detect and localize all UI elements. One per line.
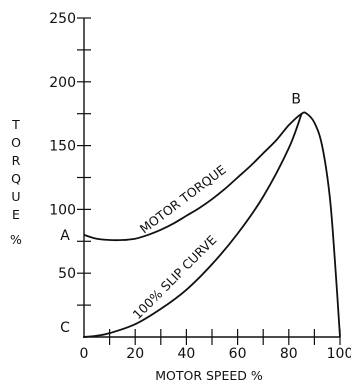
y-tick-label-150: 150 bbox=[49, 139, 76, 155]
slip-curve-label: 100% SLIP CURVE bbox=[130, 232, 220, 322]
y-axis-label-letter-6: % bbox=[10, 232, 22, 247]
y-tick-label-50: 50 bbox=[58, 266, 76, 282]
x-tick-label-100: 100 bbox=[327, 346, 351, 362]
point-label-a: A bbox=[60, 228, 70, 244]
point-label-b: B bbox=[291, 92, 301, 108]
x-tick-label-20: 20 bbox=[126, 346, 144, 362]
x-axis-label: MOTOR SPEED % bbox=[155, 368, 263, 383]
x-tick-label-0: 0 bbox=[80, 346, 89, 362]
y-tick-label-250: 250 bbox=[49, 11, 76, 27]
x-tick-label-40: 40 bbox=[177, 346, 195, 362]
motor-torque-label: MOTOR TORQUE bbox=[137, 162, 229, 237]
y-axis-label-letter-2: R bbox=[12, 153, 21, 168]
point-label-c: C bbox=[60, 320, 70, 336]
curves bbox=[83, 111, 341, 338]
y-tick-label-100: 100 bbox=[49, 202, 76, 218]
y-axis-label-letter-5: E bbox=[12, 207, 20, 222]
ticks: 50 100 150 200 250 0 20 40 60 80 100 bbox=[49, 11, 351, 362]
x-tick-label-60: 60 bbox=[229, 346, 247, 362]
y-axis-label-letter-0: T bbox=[11, 117, 20, 132]
y-axis-label-letter-3: Q bbox=[11, 171, 21, 186]
y-tick-label-200: 200 bbox=[49, 75, 76, 91]
x-tick-label-80: 80 bbox=[280, 346, 298, 362]
y-axis-label-letter-4: U bbox=[11, 189, 20, 204]
slip-curve bbox=[83, 113, 303, 338]
y-axis-label-letter-1: O bbox=[11, 135, 21, 150]
motor-torque-curve bbox=[83, 111, 341, 338]
